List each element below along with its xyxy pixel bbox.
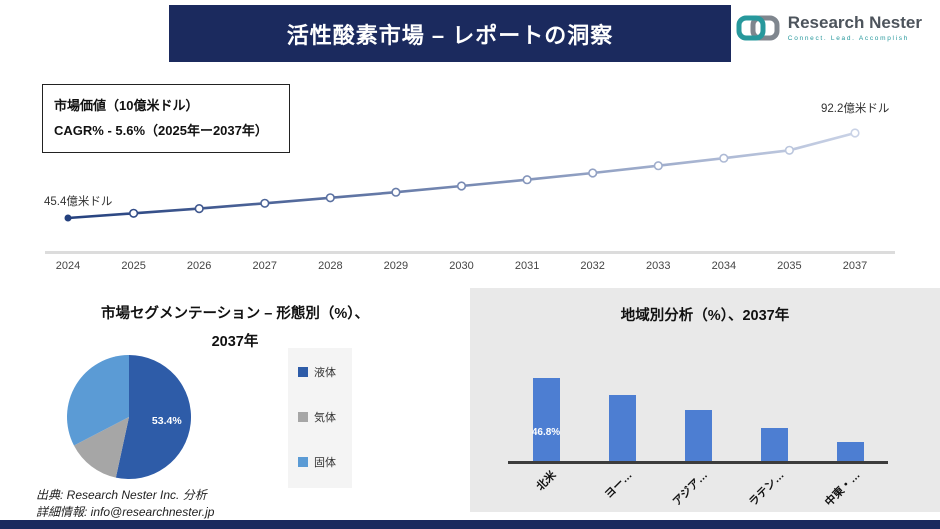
market-value-label: 市場価値（10億米ドル） [54,98,199,113]
legend-label: 固体 [314,457,336,469]
bar-title: 地域別分析（%）、2037年 [620,308,790,324]
logo-name: Research Nester [787,13,922,33]
source-note: 出典: Research Nester Inc. 分析 [36,488,207,502]
legend-label: 液体 [314,367,336,379]
x-axis-year-label: 2031 [514,260,540,272]
pie-legend: 液体 気体 固体 [288,348,352,488]
x-axis-year-label: 2024 [55,260,81,272]
details-note: 詳細情報: info@researchnester.jp [36,505,215,519]
x-axis-year-label: 2034 [711,260,737,272]
logo-tagline: Connect. Lead. Accomplish [787,34,910,42]
pie-title-line2: 2037年 [211,334,259,350]
bar-chart-x-axis-line [508,461,888,464]
x-axis-year-label: 2025 [121,260,146,272]
pie-value-label: 53.4% [152,415,182,427]
x-axis-year-label: 2033 [646,260,671,272]
pie-title-line1: 市場セグメンテーション – 形態別（%）、 [101,306,369,322]
bar-category-labels: 北米 ヨー… アジア… ラテン… 中東・… [470,467,940,512]
pie-slice-気体 [73,417,129,478]
regional-bar-chart: 46.8% [470,288,940,462]
bar-category-label: ラテン… [747,469,787,509]
legend-item: 液体 [298,364,344,380]
region-bar [760,427,788,462]
line-chart-x-axis: 2024 2025 2026 2027 2028 2029 2030 2031 2032 2033… [56,260,867,276]
pie-section: 市場セグメンテーション – 形態別（%）、 2037年 53.4% 液体気体固体 [0,288,470,512]
logo-icon-teal-link [736,15,766,41]
footer-bar [0,520,940,529]
x-axis-year-label: 2027 [252,260,277,272]
page-title: 活性酸素市場 – レポートの洞察 [286,22,614,48]
pie-slice-固体 [67,355,129,446]
x-axis-year-label: 2032 [580,260,605,272]
title-banner: 活性酸素市場 – レポートの洞察 [169,5,731,62]
logo-icon-gray-link [750,15,780,41]
x-axis-year-label: 2026 [186,260,212,272]
legend-swatch [298,412,308,422]
legend-swatch [298,457,308,467]
bar-category-label: アジア… [671,469,711,509]
legend-item: 気体 [298,409,344,425]
bar-section: 地域別分析（%）、2037年 46.8% 北米 ヨー… アジア… ラテン… 中東・… [470,288,940,512]
cagr-label: CAGR% - 5.6%（2025年ー2037年） [54,123,268,139]
bar-category-label: 中東・… [823,469,863,509]
legend-item: 固体 [298,454,344,470]
line-start-value: 45.4億米ドル [44,196,113,208]
x-axis-year-label: 2030 [449,260,474,272]
logo-text-block: Research Nester Connect. Lead. Accomplis… [787,13,922,42]
market-value-line-chart [64,128,860,222]
line-end-value: 92.2億米ドル [821,103,890,115]
logo-icon [736,15,780,41]
legend-swatch [298,367,308,377]
segmentation-pie-chart: 53.4% [67,355,192,479]
x-axis-year-label: 2029 [383,260,409,272]
bar-value-label: 46.8% [531,427,561,438]
research-nester-logo: Research Nester Connect. Lead. Accomplis… [736,13,922,43]
x-axis-year-label: 2035 [777,260,802,272]
region-bar [608,395,636,462]
bar-category-label: ヨー… [602,469,635,501]
legend-label: 気体 [314,412,336,424]
region-bar [836,442,864,462]
line-chart-axis-rule [45,251,895,254]
x-axis-year-label: 2037 [842,260,868,272]
region-bar [684,409,712,462]
x-axis-year-label: 2028 [318,260,343,272]
market-value-box: 市場価値（10億米ドル） CAGR% - 5.6%（2025年ー2037年） [42,84,290,153]
bar-category-label: 北米 [534,469,559,494]
region-bar: 46.8% [531,377,561,462]
pie-slice-液体 [115,355,192,479]
